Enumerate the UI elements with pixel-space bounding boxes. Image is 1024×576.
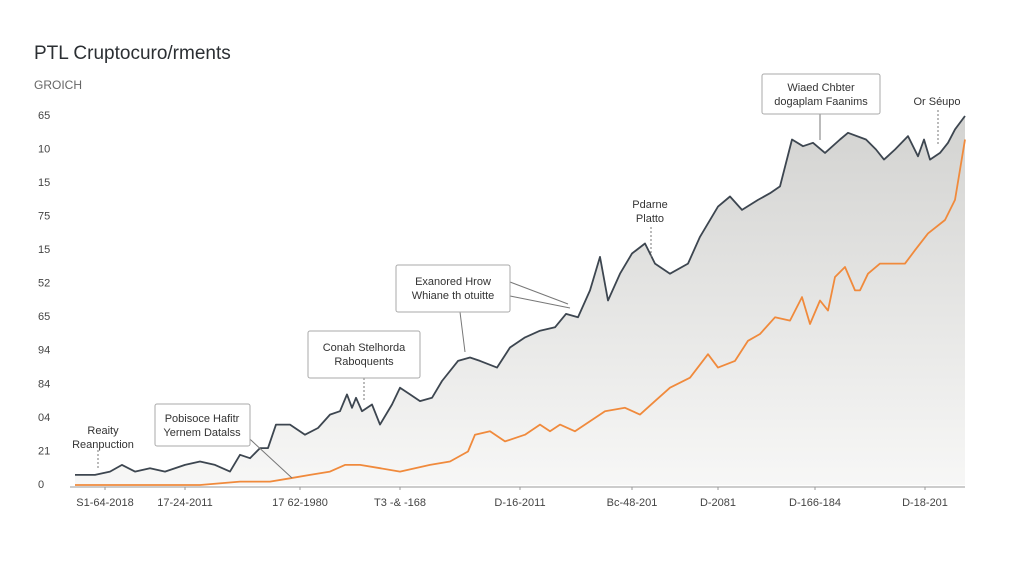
y-tick-label: 52 xyxy=(38,278,50,290)
annotation-text: Conah Stelhorda xyxy=(323,342,406,354)
annotation-text: Exanored Hrow xyxy=(415,276,491,288)
annotation-text: Yernem Datalss xyxy=(163,427,241,439)
annotation-leader xyxy=(509,295,571,309)
annotation-text: Whiane th otuitte xyxy=(412,290,495,302)
x-tick-label: D-18-201 xyxy=(902,497,948,509)
chart-subtitle: GROICH xyxy=(34,78,82,92)
y-tick-label: 15 xyxy=(38,244,50,256)
chart-title: PTL Cruptocuro/rments xyxy=(34,43,231,64)
line xyxy=(75,139,966,486)
y-tick-label: 94 xyxy=(38,345,50,357)
annotation-text: Platto xyxy=(636,213,664,225)
x-tick-label: 17 62-1980 xyxy=(272,497,328,509)
annotation-leader xyxy=(509,281,569,305)
annotation-text: Raboquents xyxy=(334,356,394,368)
annotation-text: Pobisoce Hafitr xyxy=(165,413,240,425)
y-tick-label: 65 xyxy=(38,110,50,122)
annotation-text: Or Séupo xyxy=(913,96,960,108)
annotation-text: Reanpuction xyxy=(72,439,134,451)
y-tick-label: 65 xyxy=(38,311,50,323)
x-tick-label: D-166-184 xyxy=(789,497,841,509)
annotation-box xyxy=(761,73,881,115)
x-tick-label: D-16-2011 xyxy=(494,497,545,509)
x-tick-label: 17-24-2011 xyxy=(157,497,212,509)
annotation-leader xyxy=(459,311,466,353)
x-tick-label: Bc-48-201 xyxy=(607,497,658,509)
y-tick-label: 84 xyxy=(38,378,50,390)
area xyxy=(75,116,965,485)
annotation-text: Reaity xyxy=(87,425,119,437)
x-tick-label: S1-64-2018 xyxy=(76,497,134,509)
annotation-text: Wiaed Chbter xyxy=(787,82,855,94)
line xyxy=(75,115,966,476)
annotation-text: dogaplam Faanims xyxy=(774,96,868,108)
y-tick-label: 15 xyxy=(38,177,50,189)
annotation-text: Pdarne xyxy=(632,199,667,211)
y-tick-label: 04 xyxy=(38,412,50,424)
y-tick-label: 21 xyxy=(38,445,50,457)
y-tick-label: 10 xyxy=(38,143,50,155)
annotation-box xyxy=(395,264,511,313)
y-tick-label: 75 xyxy=(38,211,50,223)
annotation-box xyxy=(307,330,421,379)
x-tick-label: D-2081 xyxy=(700,497,736,509)
x-tick-label: T3 -& -168 xyxy=(374,497,426,509)
annotation-box xyxy=(154,403,251,447)
y-tick-label: 0 xyxy=(38,479,44,491)
